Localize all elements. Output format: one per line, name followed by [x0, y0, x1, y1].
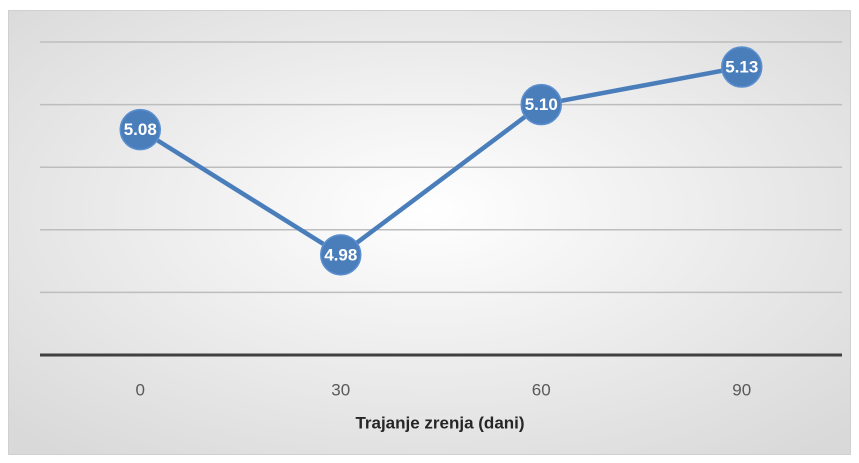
data-point — [320, 234, 362, 276]
x-tick-label: 90 — [732, 380, 751, 399]
chart-frame — [8, 10, 851, 455]
x-axis-label: Trajanje zrenja (dani) — [355, 413, 524, 432]
data-label: 5.08 — [124, 120, 157, 139]
data-point — [520, 83, 562, 126]
data-label: 5.10 — [525, 95, 558, 114]
series-line — [139, 64, 743, 258]
x-tick-label: 60 — [532, 380, 551, 399]
data-label: 4.98 — [324, 245, 357, 264]
data-label: 5.13 — [725, 58, 758, 77]
data-point — [721, 46, 763, 88]
data-point — [119, 108, 161, 151]
x-tick-label: 0 — [136, 380, 145, 399]
x-tick-label: 30 — [331, 380, 350, 399]
